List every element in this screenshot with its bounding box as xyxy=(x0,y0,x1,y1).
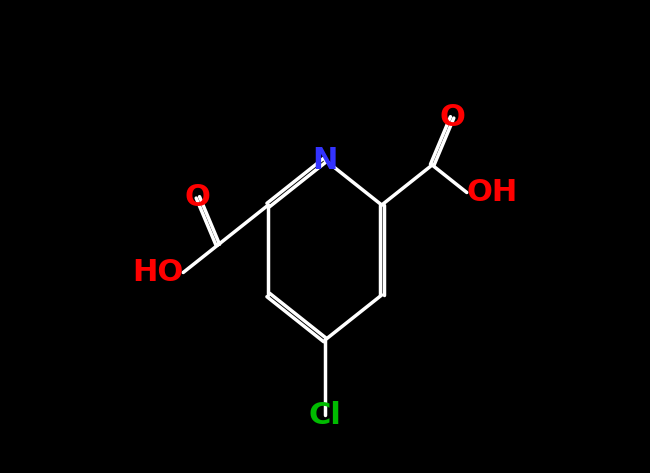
Text: HO: HO xyxy=(132,258,183,287)
Text: O: O xyxy=(439,103,465,132)
Text: O: O xyxy=(185,183,211,212)
Text: N: N xyxy=(312,146,338,175)
Text: OH: OH xyxy=(467,178,518,207)
Text: Cl: Cl xyxy=(309,401,341,429)
